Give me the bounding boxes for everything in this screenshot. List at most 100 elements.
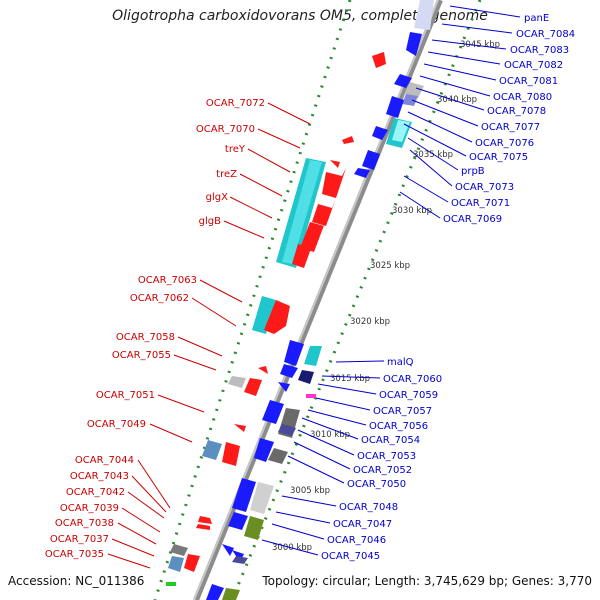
- gene-label: glgB: [199, 216, 221, 227]
- gene-label: OCAR_7082: [504, 60, 563, 71]
- right-labels: panE OCAR_7084 OCAR_7083 OCAR_7082 OCAR_…: [321, 13, 575, 562]
- gene-label: OCAR_7073: [455, 182, 514, 193]
- gene-arrow: [244, 378, 262, 396]
- gene-arrow: [394, 74, 412, 88]
- gene-block-cyan-light: [282, 160, 322, 264]
- gene-label: treZ: [216, 169, 237, 180]
- gene-arrow: [278, 382, 290, 392]
- position-tick-label: 3015 kbp: [330, 374, 370, 384]
- gene-label: OCAR_7070: [196, 124, 255, 135]
- gene-arrow: [372, 52, 386, 68]
- gene-block-navy: [298, 370, 314, 384]
- gene-label: OCAR_7055: [112, 350, 171, 361]
- gene-label: OCAR_7081: [499, 76, 558, 87]
- gene-label: OCAR_7049: [87, 419, 146, 430]
- gene-arrow: [406, 32, 422, 56]
- gene-label: OCAR_7052: [353, 465, 412, 476]
- gene-block-olive: [244, 516, 264, 540]
- gene-label: glgX: [206, 192, 228, 203]
- gene-label: prpB: [461, 166, 485, 177]
- position-tick-label: 3010 kbp: [310, 430, 350, 440]
- gene-label: OCAR_7050: [347, 479, 406, 490]
- gene-label: OCAR_7054: [361, 435, 420, 446]
- gene-label: panE: [524, 13, 549, 24]
- gene-label: OCAR_7037: [50, 534, 109, 545]
- gene-arrow: [232, 478, 256, 512]
- accession-text: Accession: NC_011386: [8, 574, 145, 588]
- gene-arrow: [280, 364, 298, 378]
- position-ticks: 3045 kbp 3040 kbp 3035 kbp 3030 kbp 3025…: [272, 40, 500, 553]
- left-label-connectors: [107, 102, 311, 569]
- genome-summary-text: Topology: circular; Length: 3,745,629 bp…: [262, 574, 592, 588]
- gene-label: OCAR_7046: [327, 535, 386, 546]
- gene-label: OCAR_7044: [75, 455, 134, 466]
- gene-magenta: [306, 394, 316, 398]
- forward-genes: [166, 52, 386, 586]
- position-tick-label: 3035 kbp: [413, 150, 453, 160]
- gene-label: OCAR_7084: [516, 29, 575, 40]
- gene-label: OCAR_7072: [206, 98, 265, 109]
- gene-arrow: [184, 554, 200, 572]
- gene-label: OCAR_7062: [130, 293, 189, 304]
- gene-arrow: [322, 168, 346, 198]
- gene-block-cyan-light: [392, 120, 410, 142]
- gene-arrow: [330, 160, 340, 168]
- position-tick-label: 3045 kbp: [460, 40, 500, 50]
- gene-green: [166, 582, 176, 586]
- position-tick-label: 3025 kbp: [370, 261, 410, 271]
- gene-arrow: [262, 400, 284, 424]
- gene-label: OCAR_7058: [116, 332, 175, 343]
- gene-label: OCAR_7053: [357, 451, 416, 462]
- gene-label: OCAR_7043: [70, 471, 129, 482]
- gene-arrow: [292, 240, 314, 268]
- gene-arrow: [354, 168, 370, 178]
- gene-block-lightblue: [414, 0, 434, 30]
- position-tick-label: 3040 kbp: [437, 95, 477, 105]
- gene-label: OCAR_7035: [45, 549, 104, 560]
- gene-block-olive: [222, 588, 240, 600]
- gene-arrow: [372, 126, 388, 140]
- gene-block-navy: [232, 556, 248, 564]
- gene-label: OCAR_7069: [443, 214, 502, 225]
- gene-block-navy: [278, 424, 296, 436]
- gene-block-steel: [202, 440, 222, 460]
- gene-label: OCAR_7083: [510, 45, 569, 56]
- gene-arrow: [312, 198, 336, 226]
- gene-arrow: [234, 424, 246, 432]
- gene-block-gray: [170, 544, 188, 556]
- gene-label: OCAR_7080: [493, 92, 552, 103]
- gene-block-cyan: [304, 346, 322, 366]
- gene-arrow: [264, 300, 290, 334]
- reverse-tick-track: [230, 0, 482, 600]
- gene-arrow: [300, 220, 326, 252]
- gene-block-lightblue: [402, 94, 418, 106]
- gene-label: OCAR_7045: [321, 551, 380, 562]
- gene-arrow: [254, 438, 274, 462]
- gene-arrow: [196, 524, 210, 530]
- gene-arrow: [362, 150, 380, 170]
- gene-label: OCAR_7048: [339, 502, 398, 513]
- genome-backbone: [193, 0, 443, 600]
- gene-label: OCAR_7042: [66, 487, 125, 498]
- gene-arrow: [386, 96, 404, 118]
- gene-label: OCAR_7059: [379, 390, 438, 401]
- gene-label: OCAR_7038: [55, 518, 114, 529]
- gene-label: OCAR_7078: [487, 106, 546, 117]
- gene-label: OCAR_7077: [481, 122, 540, 133]
- gene-label: OCAR_7051: [96, 390, 155, 401]
- gene-block-gray: [250, 482, 274, 514]
- gene-arrow: [206, 584, 224, 600]
- genome-backbone-highlight: [193, 0, 439, 600]
- gene-block-steel: [168, 556, 184, 572]
- gene-arrow: [222, 442, 240, 466]
- reverse-genes: [206, 0, 434, 600]
- gene-arrow: [228, 512, 248, 530]
- gene-label: OCAR_7047: [333, 519, 392, 530]
- gene-label: OCAR_7063: [138, 275, 197, 286]
- left-labels: OCAR_7072 OCAR_7070 treY treZ glgX glgB …: [45, 98, 265, 560]
- map-title: Oligotropha carboxidovorans OM5, complet…: [112, 8, 488, 24]
- gene-block-gray: [404, 82, 424, 98]
- gene-label: malQ: [387, 357, 414, 368]
- position-tick-label: 3020 kbp: [350, 317, 390, 327]
